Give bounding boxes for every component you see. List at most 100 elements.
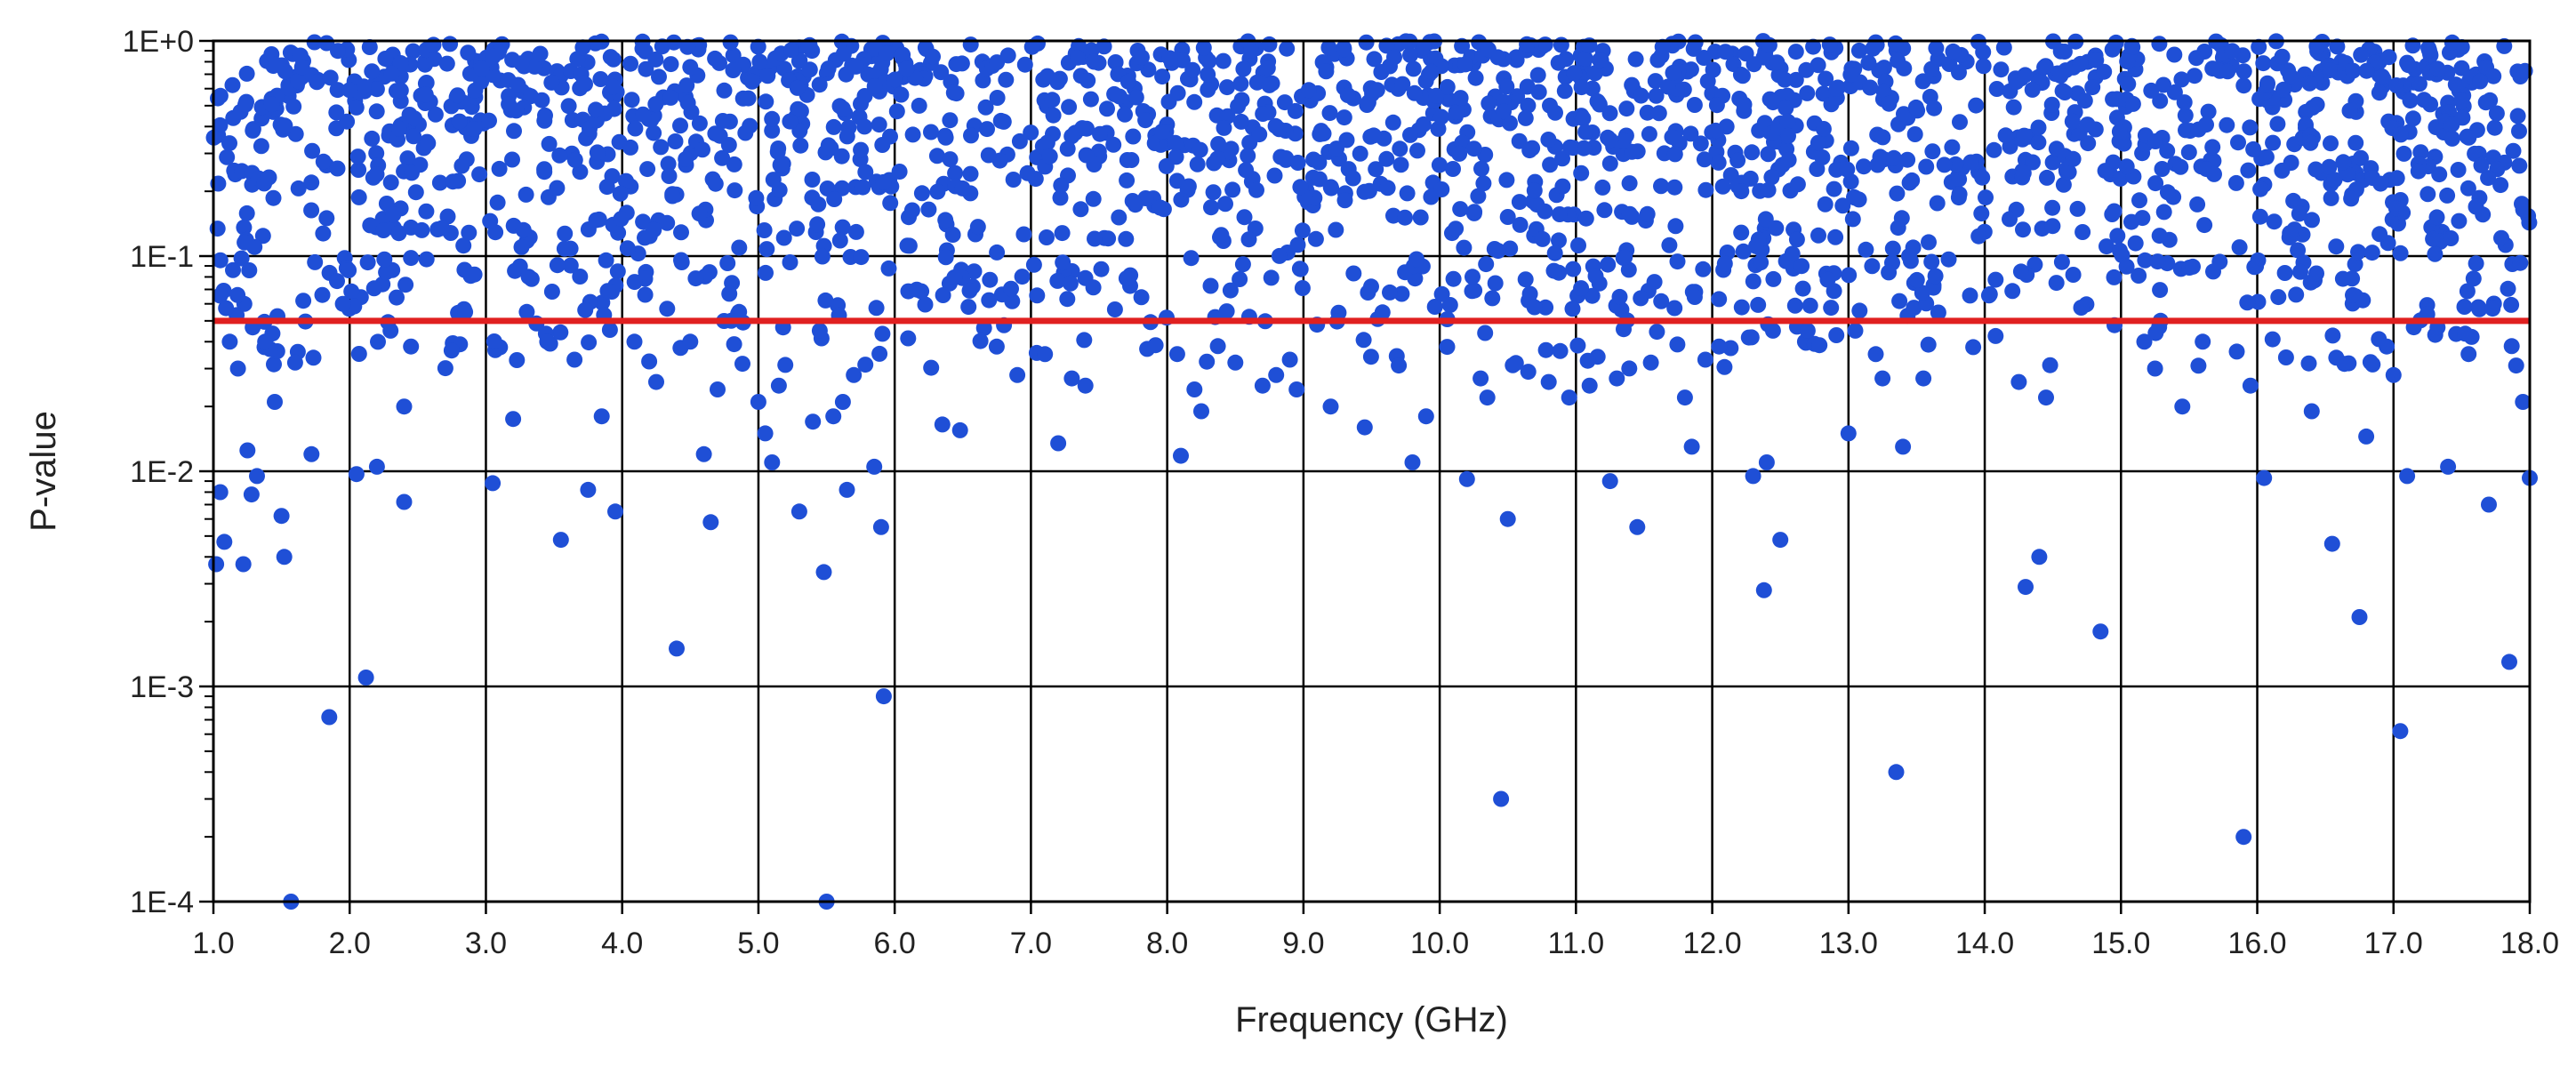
data-point bbox=[249, 468, 265, 485]
data-point bbox=[1227, 354, 1244, 371]
data-point bbox=[449, 87, 466, 104]
data-point bbox=[1823, 300, 1840, 317]
data-point bbox=[556, 240, 573, 257]
data-point bbox=[266, 356, 282, 373]
data-point bbox=[1439, 339, 1456, 356]
data-point bbox=[1814, 149, 1831, 165]
data-point bbox=[925, 48, 941, 65]
data-point bbox=[1733, 183, 1750, 200]
data-point bbox=[1045, 107, 1062, 124]
data-point bbox=[1360, 285, 1376, 301]
data-point bbox=[1133, 289, 1150, 306]
data-point bbox=[437, 360, 453, 377]
data-point bbox=[1119, 73, 1136, 90]
data-point bbox=[1445, 270, 1462, 287]
data-point bbox=[2447, 76, 2464, 93]
data-point bbox=[1642, 354, 1659, 371]
data-point bbox=[2189, 196, 2206, 213]
data-point bbox=[1641, 125, 1657, 142]
data-point bbox=[1203, 199, 1219, 216]
data-point bbox=[1339, 87, 1356, 103]
data-point bbox=[1769, 54, 1786, 71]
data-point bbox=[1118, 270, 1135, 287]
data-point bbox=[960, 299, 977, 316]
data-point bbox=[805, 413, 822, 430]
data-point bbox=[225, 261, 241, 278]
data-point bbox=[714, 113, 731, 129]
data-point bbox=[588, 101, 604, 118]
data-point bbox=[1328, 140, 1344, 157]
data-point bbox=[1408, 251, 1424, 268]
data-point bbox=[1717, 44, 1734, 60]
data-point bbox=[1629, 518, 1646, 535]
data-point bbox=[1305, 151, 1322, 168]
data-point bbox=[2149, 253, 2166, 270]
data-point bbox=[2118, 158, 2135, 175]
data-point bbox=[2443, 230, 2460, 246]
data-point bbox=[305, 349, 322, 366]
data-point bbox=[329, 273, 345, 290]
data-point bbox=[1074, 120, 1091, 137]
x-tick-label: 11.0 bbox=[1548, 927, 1605, 960]
data-point bbox=[2111, 124, 2128, 140]
data-point bbox=[1019, 164, 1036, 181]
data-point bbox=[764, 122, 781, 139]
data-point bbox=[1975, 58, 1992, 75]
data-point bbox=[1493, 790, 1510, 807]
data-point bbox=[2112, 242, 2128, 259]
data-point bbox=[1545, 262, 1562, 279]
data-point bbox=[598, 252, 614, 269]
data-point bbox=[2481, 496, 2497, 513]
data-point bbox=[1714, 178, 1731, 195]
data-point bbox=[2501, 654, 2517, 670]
data-point bbox=[1554, 150, 1570, 167]
x-tick-label: 3.0 bbox=[465, 927, 507, 960]
data-point bbox=[592, 71, 609, 87]
data-point bbox=[1828, 327, 1845, 343]
data-point bbox=[1440, 91, 1457, 108]
data-point bbox=[2308, 96, 2325, 113]
data-point bbox=[1763, 169, 1780, 186]
data-point bbox=[1743, 329, 1760, 346]
data-point bbox=[417, 53, 434, 70]
data-point bbox=[1373, 64, 1390, 80]
data-point bbox=[1526, 299, 1543, 316]
data-point bbox=[2106, 203, 2123, 220]
data-point bbox=[1261, 76, 1278, 93]
data-point bbox=[1359, 97, 1376, 113]
data-point bbox=[471, 166, 488, 183]
data-point bbox=[1039, 229, 1055, 245]
data-point bbox=[1255, 106, 1272, 122]
data-point bbox=[1050, 435, 1067, 452]
data-point bbox=[218, 300, 235, 317]
data-point bbox=[1512, 216, 1529, 233]
data-point bbox=[2112, 170, 2129, 187]
data-point bbox=[1356, 419, 1373, 436]
data-point bbox=[1650, 105, 1667, 122]
data-point bbox=[235, 556, 252, 573]
data-point bbox=[221, 333, 238, 350]
data-point bbox=[2030, 119, 2047, 136]
data-point bbox=[789, 221, 806, 237]
data-point bbox=[2038, 389, 2054, 406]
data-point bbox=[1569, 337, 1586, 354]
data-point bbox=[1633, 290, 1649, 307]
data-point bbox=[2096, 63, 2113, 80]
data-point bbox=[315, 153, 332, 170]
data-point bbox=[1405, 60, 1422, 77]
data-point bbox=[893, 86, 910, 103]
data-point bbox=[880, 260, 897, 277]
data-point bbox=[1521, 285, 1538, 302]
data-point bbox=[233, 250, 250, 267]
data-point bbox=[2387, 200, 2404, 217]
data-point bbox=[589, 144, 606, 161]
data-point bbox=[2505, 142, 2522, 159]
data-point bbox=[871, 345, 888, 362]
data-point bbox=[2052, 68, 2069, 84]
data-point bbox=[2174, 398, 2191, 415]
data-point bbox=[2235, 77, 2252, 94]
data-point bbox=[1799, 84, 1816, 101]
data-point bbox=[504, 151, 520, 168]
data-point bbox=[2172, 158, 2189, 175]
